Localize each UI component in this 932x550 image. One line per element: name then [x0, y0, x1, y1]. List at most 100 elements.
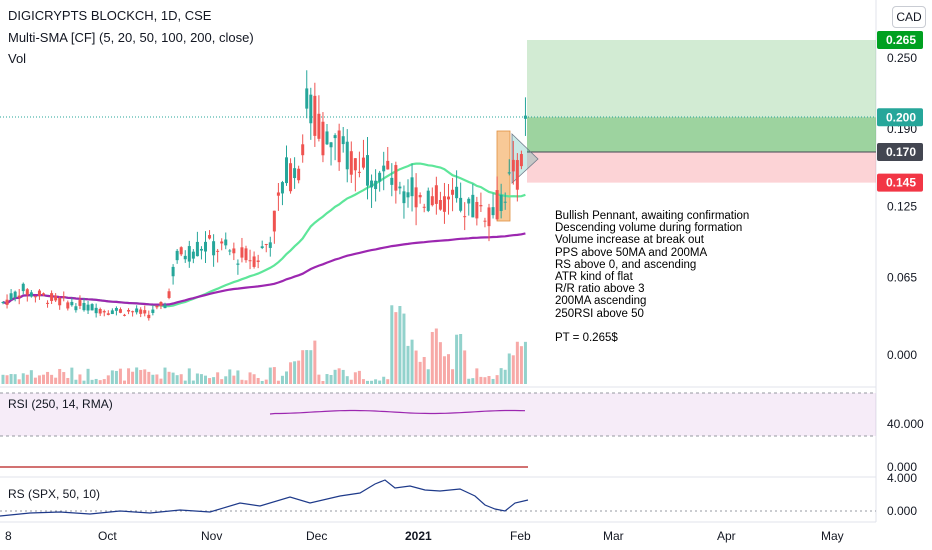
- volume-bar: [208, 378, 212, 384]
- candle-body: [139, 309, 143, 314]
- note-line: PPS above 50MA and 200MA: [555, 246, 708, 259]
- x-tick-label: Nov: [201, 529, 222, 543]
- indicator-label[interactable]: Multi-SMA [CF] (5, 20, 50, 100, 200, clo…: [8, 30, 254, 45]
- candle-body: [236, 263, 240, 265]
- volume-bar: [70, 367, 74, 384]
- candle-body: [394, 165, 398, 191]
- candle-body: [353, 158, 357, 171]
- volume-bar: [370, 380, 374, 384]
- currency-button[interactable]: CAD: [892, 6, 926, 28]
- candle-body: [293, 168, 297, 179]
- volume-bar: [317, 374, 321, 384]
- candle-body: [455, 186, 459, 199]
- rsi-pane-label[interactable]: RSI (250, 14, RMA): [8, 397, 113, 411]
- rsi-tick-label: 40.000: [887, 417, 924, 431]
- volume-bar: [37, 375, 41, 384]
- volume-bar: [503, 369, 507, 384]
- volume-bar: [66, 377, 70, 384]
- volume-bar: [515, 341, 519, 384]
- volume-bar: [33, 377, 37, 384]
- x-tick-label: Mar: [603, 529, 624, 543]
- volume-bar: [406, 345, 410, 384]
- candle-body: [451, 189, 455, 195]
- candle-body: [143, 310, 147, 314]
- candle-body: [511, 159, 515, 172]
- note-line: Volume increase at break out: [555, 234, 704, 247]
- symbol-title[interactable]: DIGICRYPTS BLOCKCH, 1D, CSE: [8, 8, 212, 23]
- candle-body: [523, 115, 527, 119]
- rs-line: [0, 479, 529, 517]
- candle-body: [467, 198, 471, 204]
- volume-bar: [163, 367, 167, 384]
- volume-bar: [325, 374, 329, 384]
- volume-bar: [414, 350, 418, 384]
- candle-body: [361, 157, 365, 168]
- rs-pane-label[interactable]: RS (SPX, 50, 10): [8, 487, 101, 501]
- volume-bar: [167, 371, 171, 384]
- candle-body: [159, 302, 163, 306]
- profit-zone: [527, 40, 876, 118]
- volume-bar: [329, 374, 333, 384]
- candle-body: [414, 187, 418, 208]
- candle-body: [479, 205, 483, 207]
- analysis-notes: Bullish Pennant, awaiting confirmation D…: [555, 210, 749, 344]
- volume-bar: [321, 380, 325, 384]
- volume-bar: [374, 379, 378, 384]
- candle-body: [434, 185, 438, 204]
- volume-bar: [305, 350, 309, 384]
- volume-bar: [382, 376, 386, 384]
- volume-bar: [434, 328, 438, 384]
- candle-body: [118, 309, 122, 313]
- volume-bar: [204, 375, 207, 384]
- candle-body: [309, 94, 313, 124]
- candle-body: [220, 241, 224, 244]
- volume-bar: [418, 361, 422, 384]
- volume-bar: [519, 346, 523, 384]
- price-badge: [877, 173, 923, 192]
- volume-bar: [260, 380, 264, 384]
- candle-body: [127, 309, 131, 312]
- candle-body: [398, 186, 402, 189]
- candle-body: [459, 197, 463, 211]
- volume-label[interactable]: Vol: [8, 51, 27, 66]
- volume-bar: [430, 331, 434, 384]
- candle-body: [90, 304, 94, 311]
- volume-bar: [447, 354, 450, 384]
- candle-body: [5, 299, 9, 305]
- candle-body: [430, 196, 434, 206]
- candle-body: [123, 314, 126, 316]
- x-tick-label: Feb: [510, 529, 531, 543]
- candle-body: [21, 283, 25, 292]
- volume-bar: [224, 376, 228, 384]
- candle-body: [54, 295, 58, 301]
- candle-body: [495, 190, 499, 220]
- volume-bar: [357, 370, 361, 384]
- volume-bar: [410, 339, 414, 384]
- candle-body: [94, 307, 98, 314]
- candle-body: [264, 243, 268, 245]
- candle-body: [268, 242, 272, 248]
- volume-bar: [349, 379, 353, 384]
- note-line: 200MA ascending: [555, 295, 647, 308]
- volume-bar: [139, 369, 143, 384]
- candle-body: [463, 216, 467, 218]
- volume-bar: [102, 379, 106, 384]
- candle-body: [256, 260, 260, 262]
- candle-body: [325, 131, 329, 145]
- candle-body: [86, 304, 90, 311]
- volume-bar: [1, 374, 5, 384]
- volume-bar: [123, 380, 126, 384]
- candle-body: [224, 239, 228, 246]
- volume-bar: [285, 371, 288, 384]
- note-line: RS above 0, and ascending: [555, 258, 697, 271]
- price-badge-label: 0.145: [886, 176, 916, 190]
- volume-bar: [179, 374, 183, 384]
- candle-body: [70, 301, 74, 306]
- volume-bar: [394, 312, 398, 384]
- candle-body: [232, 248, 236, 254]
- rs-tick-label: 4.000: [887, 471, 917, 485]
- candle-body: [17, 295, 21, 298]
- candle-body: [244, 248, 248, 261]
- volume-bar: [426, 369, 430, 384]
